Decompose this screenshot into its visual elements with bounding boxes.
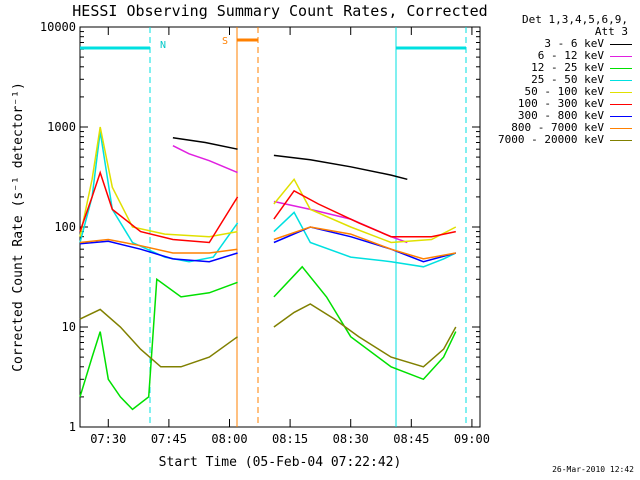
plot-area: 07:30 07:45 08:00 08:15 08:30 08:45 09:00 1101… [40,20,490,446]
footer-date: 26-Mar-2010 12:42 [552,465,634,474]
x-axis-label: Start Time (05-Feb-04 07:22:42) [159,455,402,470]
legend-header-line-1: Det 1,3,4,5,6,9, [522,13,628,26]
y-tick-label-1: 10 [62,320,76,334]
series-line-8-seg-1 [273,303,457,368]
x-ticks: 07:30 07:45 08:00 08:15 08:30 08:45 09:00 [90,27,490,446]
legend-label-8: 7000 - 20000 keV [498,133,604,146]
legend-item-8: 7000 - 20000 keV [488,134,638,146]
night-label: N [160,40,166,51]
legend-label-3: 25 - 50 keV [531,73,604,86]
series-line-5-seg-0 [79,170,239,244]
legend-rows: 3 - 6 keV 6 - 12 keV 12 - 25 keV 25 - 50 ke… [488,38,638,146]
series-line-3-seg-1 [273,211,457,268]
legend-swatch-2 [610,67,632,69]
legend-label-1: 6 - 12 keV [537,49,604,62]
x-tick-label-4: 08:30 [333,432,369,446]
legend-label-2: 12 - 25 keV [531,61,604,74]
legend-label-6: 300 - 800 keV [517,109,604,122]
y-tick-label-3: 1000 [47,120,76,134]
series-line-3-seg-0 [79,131,239,263]
series-line-2-seg-0 [79,277,238,411]
series-line-5-seg-1 [273,189,456,238]
y-tick-label-0: 1 [69,420,76,434]
x-tick-label-6: 09:00 [454,432,490,446]
x-tick-label-5: 08:45 [393,432,429,446]
legend-swatch-3 [610,79,632,81]
legend-swatch-7 [610,127,632,129]
y-tick-label-2: 100 [54,220,76,234]
series-line-4-seg-0 [79,126,238,238]
legend-swatch-4 [610,91,632,93]
x-tick-label-2: 08:00 [211,432,247,446]
legend-header-line-2: Att 3 [594,25,628,38]
legend-item-5: 100 - 300 keV [488,98,638,110]
y-tick-label-4: 10000 [40,20,76,34]
legend: Det 1,3,4,5,6,9, Att 3 3 - 6 keV 6 - 12 k… [488,14,638,146]
series-line-7-seg-1 [273,226,456,260]
legend-swatch-0 [610,43,632,45]
series-line-2-seg-1 [273,265,457,381]
series-line-8-seg-0 [79,308,239,368]
legend-label-4: 50 - 100 keV [524,85,604,98]
legend-label-0: 3 - 6 keV [544,37,604,50]
saa-label: S [222,36,228,47]
chart-title: HESSI Observing Summary Count Rates, Cor… [72,2,487,20]
legend-item-6: 300 - 800 keV [488,110,638,122]
legend-item-0: 3 - 6 keV [488,38,638,50]
series-line-0-seg-0 [172,137,238,150]
series-line-4-seg-1 [273,177,457,244]
legend-item-3: 25 - 50 keV [488,74,638,86]
legend-swatch-5 [610,103,632,105]
overlay-lines [80,27,467,427]
legend-swatch-8 [610,139,632,141]
legend-swatch-6 [610,115,632,117]
series-line-1-seg-0 [172,145,238,174]
legend-item-2: 12 - 25 keV [488,62,638,74]
x-tick-label-0: 07:30 [90,432,126,446]
series-layer [79,126,457,411]
series-line-7-seg-0 [79,238,238,254]
series-line-6-seg-0 [79,240,238,263]
y-ticks: 1 10 100 1000 10000 [40,20,480,434]
x-tick-label-3: 08:15 [272,432,308,446]
y-axis-label: Corrected Count Rate (s⁻¹ detector⁻¹) [11,82,26,372]
legend-label-5: 100 - 300 keV [517,97,604,110]
legend-item-4: 50 - 100 keV [488,86,638,98]
series-line-0-seg-1 [273,154,408,181]
legend-item-1: 6 - 12 keV [488,50,638,62]
legend-label-7: 800 - 7000 keV [511,121,604,134]
legend-swatch-1 [610,55,632,57]
x-tick-label-1: 07:45 [151,432,187,446]
legend-item-7: 800 - 7000 keV [488,122,638,134]
plot-frame [79,26,481,428]
